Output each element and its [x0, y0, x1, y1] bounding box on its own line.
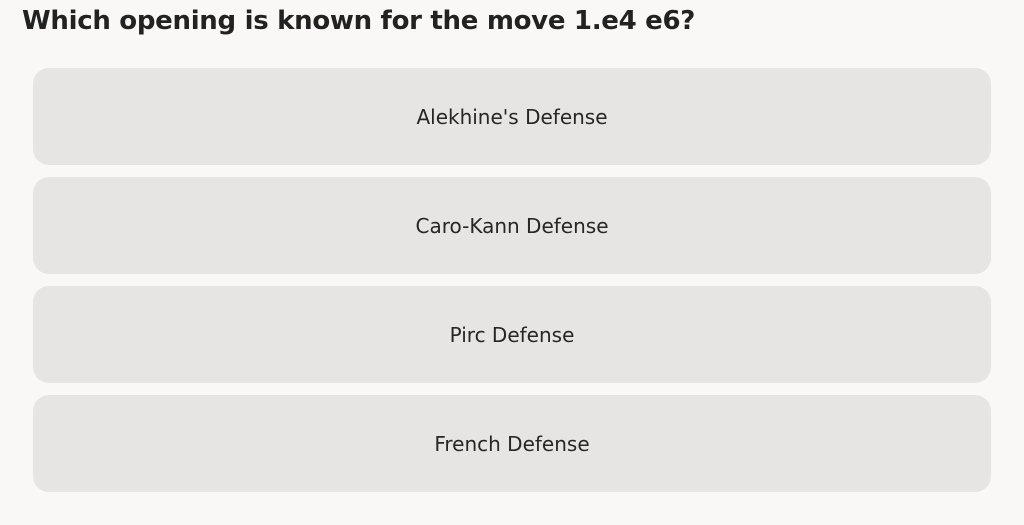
question-title: Which opening is known for the move 1.e4… [22, 6, 696, 36]
option-french-defense[interactable]: French Defense [33, 395, 991, 492]
option-label: Pirc Defense [449, 322, 575, 347]
option-caro-kann-defense[interactable]: Caro-Kann Defense [33, 177, 991, 274]
option-pirc-defense[interactable]: Pirc Defense [33, 286, 991, 383]
answer-options: Alekhine's Defense Caro-Kann Defense Pir… [33, 68, 991, 504]
option-label: French Defense [434, 431, 590, 456]
option-alekhines-defense[interactable]: Alekhine's Defense [33, 68, 991, 165]
option-label: Caro-Kann Defense [415, 213, 609, 238]
option-label: Alekhine's Defense [416, 104, 608, 129]
